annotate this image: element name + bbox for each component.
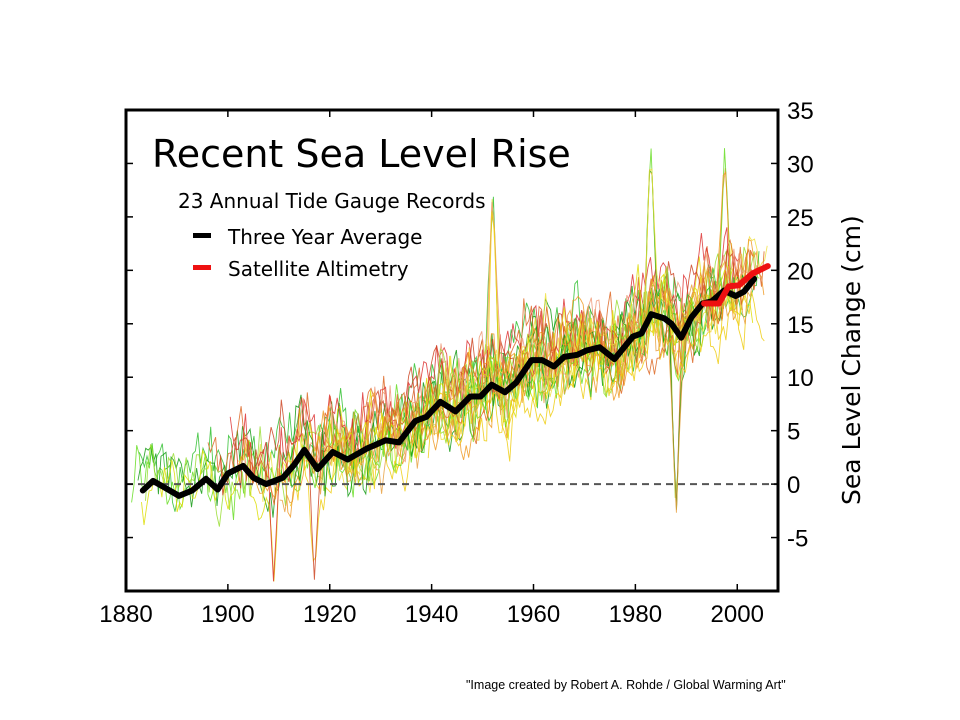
plot-frame <box>124 108 780 593</box>
tide-gauge-record-line <box>229 227 740 582</box>
x-tick-label: 1980 <box>609 601 662 628</box>
y-tick-label: 15 <box>787 312 814 339</box>
y-tick-label: 20 <box>787 258 814 285</box>
y-tick-label: 30 <box>787 151 814 178</box>
y-tick-label: 10 <box>787 365 814 392</box>
tide-gauge-record-line <box>381 248 765 445</box>
x-axis: 1880 1900 1920 1940 1960 1980 2000 <box>99 110 764 628</box>
tide-gauge-records <box>131 148 768 582</box>
chart-title: Recent Sea Level Rise <box>152 132 571 176</box>
legend: Three Year Average Satellite Altimetry <box>193 225 422 281</box>
image-credit: "Image created by Robert A. Rohde / Glob… <box>466 678 786 692</box>
chart-subtitle: 23 Annual Tide Gauge Records <box>178 189 486 213</box>
x-tick-label: 2000 <box>711 601 764 628</box>
y-axis-label: Sea Level Change (cm) <box>837 215 866 505</box>
legend-label-satellite-altimetry: Satellite Altimetry <box>228 257 409 281</box>
x-tick-label: 1920 <box>303 601 356 628</box>
y-tick-label: -5 <box>787 526 808 553</box>
three-year-average-line <box>139 275 758 499</box>
y-tick-label: 5 <box>787 419 800 446</box>
y-axis: -5 0 5 10 15 20 25 30 35 <box>126 98 814 553</box>
legend-swatch-satellite-altimetry <box>193 265 211 270</box>
tide-gauge-record-line <box>326 264 754 480</box>
x-tick-label: 1900 <box>201 601 254 628</box>
tide-gauge-record-line <box>322 267 756 513</box>
satellite-altimetry-line <box>701 263 771 307</box>
x-tick-label: 1960 <box>507 601 560 628</box>
y-tick-label: 35 <box>787 98 814 125</box>
y-tick-label: 25 <box>787 205 814 232</box>
x-tick-label: 1880 <box>99 601 152 628</box>
legend-swatch-three-year-average <box>193 233 211 238</box>
y-tick-label: 0 <box>787 472 800 499</box>
legend-label-three-year-average: Three Year Average <box>227 225 422 249</box>
x-tick-label: 1940 <box>405 601 458 628</box>
